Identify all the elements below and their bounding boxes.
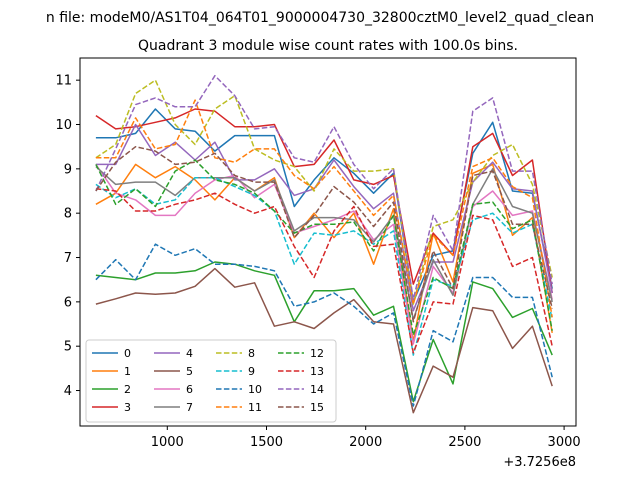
x-tick-label: 2000 (349, 435, 382, 450)
legend-label-2: 2 (124, 383, 131, 396)
legend-label-1: 1 (124, 365, 131, 378)
legend-label-15: 15 (310, 401, 324, 414)
series-line-14 (95, 74, 553, 301)
y-axis: 4 5 6 7 8 9 10 11 (55, 74, 80, 399)
legend-label-12: 12 (310, 347, 324, 360)
legend-label-7: 7 (186, 401, 193, 414)
legend-label-13: 13 (310, 365, 324, 378)
series-line-11 (95, 99, 553, 318)
series-line-7 (95, 166, 553, 321)
chart-title: Quadrant 3 module wise count rates with … (138, 38, 518, 54)
x-offset-label: +3.7256e8 (503, 455, 576, 470)
series-line-6 (95, 163, 553, 345)
plot-frame (79, 57, 577, 427)
y-tick-label: 9 (64, 162, 72, 177)
legend-box (85, 339, 337, 423)
series-line-12 (95, 159, 553, 336)
series-line-15 (95, 145, 553, 323)
legend-label-9: 9 (248, 365, 255, 378)
y-tick-label: 6 (64, 295, 72, 310)
legend-label-10: 10 (248, 383, 262, 396)
y-tick-label: 10 (55, 118, 72, 133)
series-line-13 (95, 188, 553, 354)
series-line-5 (95, 267, 553, 414)
legend-label-3: 3 (124, 401, 131, 414)
legend-label-6: 6 (186, 383, 193, 396)
plot-area (95, 74, 553, 414)
legend-label-5: 5 (186, 365, 193, 378)
legend-label-0: 0 (124, 347, 131, 360)
series-line-8 (95, 79, 553, 305)
legend-label-8: 8 (248, 347, 255, 360)
series-line-10 (95, 243, 553, 407)
legend-label-11: 11 (248, 401, 262, 414)
y-tick-label: 8 (64, 207, 72, 222)
legend-label-4: 4 (186, 347, 193, 360)
x-axis: 1000 1500 2000 2500 3000 (151, 426, 581, 450)
series-line-9 (95, 176, 553, 356)
y-tick-label: 4 (64, 384, 72, 399)
y-tick-label: 11 (55, 74, 72, 89)
y-tick-label: 7 (64, 251, 72, 266)
legend-label-14: 14 (310, 383, 324, 396)
series-line-1 (95, 163, 553, 343)
series-line-2 (95, 261, 553, 403)
x-tick-label: 1500 (250, 435, 283, 450)
x-tick-label: 2500 (448, 435, 481, 450)
y-tick-label: 5 (64, 340, 72, 355)
x-tick-label: 3000 (548, 435, 581, 450)
x-tick-label: 1000 (151, 435, 184, 450)
suptitle: n file: modeM0/AS1T04_064T01_9000004730_… (46, 10, 594, 26)
